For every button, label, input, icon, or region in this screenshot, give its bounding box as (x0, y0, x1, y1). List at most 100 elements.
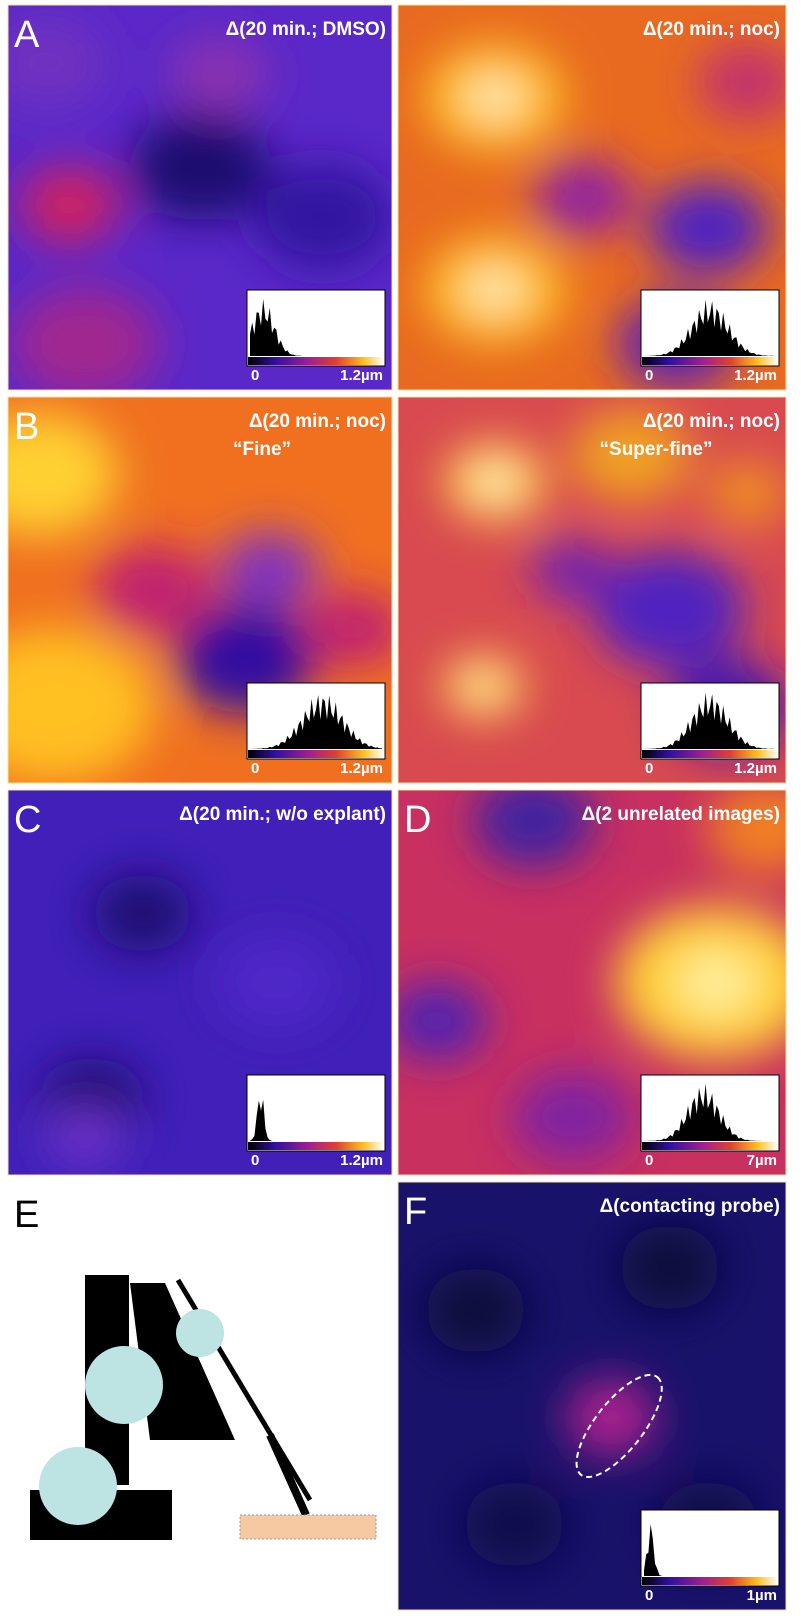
blob (303, 590, 392, 668)
panel-border (7, 4, 393, 391)
panel: F Δ(contacting probe) 0 1µm (397, 1181, 787, 1611)
panel-title: Δ(20 min.; noc) (249, 411, 386, 432)
blob (533, 159, 635, 236)
panel-letter: A (14, 14, 40, 56)
panel-border (7, 396, 393, 784)
blob (675, 951, 757, 1014)
blob (92, 874, 193, 952)
panel-letter: E (14, 1194, 39, 1236)
blob (9, 286, 160, 390)
hist-max-label: 1µm (747, 1587, 777, 1604)
colorbar (642, 1142, 778, 1150)
blob (8, 412, 119, 536)
panel-subtitle: “Fine” (233, 439, 291, 460)
panel: C Δ(20 min.; w/o explant) 0 1.2µm (7, 789, 393, 1176)
panel-letter: F (404, 1191, 427, 1233)
blob (570, 408, 692, 502)
histogram-shape (644, 1524, 776, 1576)
histogram-box (640, 1509, 780, 1587)
panel: B Δ(20 min.; noc) “Fine” 0 1.2µm (7, 396, 393, 784)
panel: Δ(20 min.; noc) 0 1.2µm (397, 4, 787, 391)
histogram-shape (644, 299, 776, 356)
blob (8, 16, 107, 109)
histogram-box (246, 1074, 386, 1152)
blob (532, 539, 613, 602)
panel-letter: C (14, 799, 41, 841)
blob (706, 790, 786, 875)
hist-min-label: 0 (645, 1152, 653, 1169)
blob (469, 78, 521, 117)
histogram-shape (644, 692, 776, 749)
blob (647, 182, 769, 275)
panel-border (7, 789, 393, 1176)
panel-title: Δ(20 min.; w/o explant) (179, 804, 386, 825)
blob (566, 1378, 657, 1456)
hist-min-label: 0 (251, 760, 259, 777)
panel-letter: B (14, 406, 39, 448)
blob (619, 1224, 721, 1311)
panel-subtitle: “Super-fine” (600, 439, 713, 460)
panel-title: Δ(20 min.; DMSO) (226, 19, 386, 40)
blob (130, 112, 270, 221)
apparatus-diagram (30, 1275, 377, 1540)
hist-min-label: 0 (251, 1152, 259, 1169)
panel-title: Δ(20 min.; noc) (643, 19, 780, 40)
blob (169, 35, 270, 113)
blob (19, 166, 120, 244)
hist-min-label: 0 (645, 367, 653, 384)
colorbar (248, 1142, 384, 1150)
panel-border (397, 396, 787, 784)
panel-title: Δ(contacting probe) (600, 1196, 780, 1217)
histogram-shape (644, 1083, 776, 1141)
hist-max-label: 1.2µm (734, 367, 777, 384)
colorbar (642, 750, 778, 758)
blob (512, 1071, 634, 1164)
hist-max-label: 1.2µm (340, 1152, 383, 1169)
panel: D Δ(2 unrelated images) 0 7µm (397, 789, 787, 1176)
heatmap-blobs (8, 16, 392, 390)
panel-border (397, 1181, 787, 1611)
panel: E (14, 1194, 39, 1236)
histogram-shape (250, 1099, 382, 1141)
panel-title: Δ(20 min.; noc) (643, 411, 780, 432)
panel: A Δ(20 min.; DMSO) 0 1.2µm (7, 4, 393, 391)
blob (468, 674, 499, 699)
colorbar (248, 750, 384, 758)
colorbar (642, 357, 778, 365)
heatmap-blobs (398, 790, 786, 1164)
hist-min-label: 0 (645, 1587, 653, 1604)
blob (474, 466, 516, 498)
hist-min-label: 0 (251, 367, 259, 384)
blob (94, 543, 214, 637)
hist-max-label: 7µm (747, 1152, 777, 1169)
blob (44, 1105, 125, 1168)
panel-border (397, 4, 787, 391)
heatmap-blobs (425, 1224, 759, 1568)
hist-max-label: 1.2µm (340, 760, 383, 777)
colorbar (248, 357, 384, 365)
hist-max-label: 1.2µm (340, 367, 383, 384)
blob (469, 270, 521, 310)
panel-border (397, 789, 787, 1176)
blob (473, 790, 595, 867)
histogram-shape (250, 694, 382, 749)
blob (8, 628, 154, 783)
blob (463, 1481, 565, 1568)
blob (398, 982, 488, 1060)
blob (706, 462, 786, 525)
hist-max-label: 1.2µm (734, 760, 777, 777)
panel-title: Δ(2 unrelated images) (582, 804, 780, 825)
blob (216, 936, 337, 1029)
blob (593, 551, 746, 668)
panel: Δ(20 min.; noc) “Super-fine” 0 1.2µm (397, 396, 787, 784)
outline (575, 1373, 663, 1479)
histogram-shape (250, 298, 382, 356)
panel-letter: D (404, 799, 431, 841)
hist-min-label: 0 (645, 760, 653, 777)
heatmap-blobs (42, 874, 337, 1168)
heatmap (8, 397, 392, 783)
blob (253, 162, 392, 271)
colorbar (642, 1577, 778, 1585)
blob (696, 43, 786, 121)
